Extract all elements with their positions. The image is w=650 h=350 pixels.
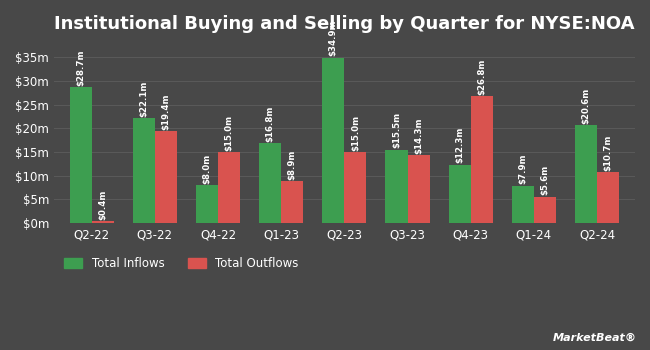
Text: $0.4m: $0.4m bbox=[98, 189, 107, 220]
Bar bbox=[259, 144, 281, 223]
Bar bbox=[408, 155, 430, 223]
Text: $20.6m: $20.6m bbox=[582, 88, 591, 124]
Bar bbox=[471, 96, 493, 223]
Text: $8.0m: $8.0m bbox=[202, 154, 211, 184]
Text: $22.1m: $22.1m bbox=[139, 80, 148, 117]
Text: $5.6m: $5.6m bbox=[540, 165, 549, 195]
Text: $8.9m: $8.9m bbox=[288, 149, 297, 180]
Text: $34.9m: $34.9m bbox=[329, 20, 338, 56]
Bar bbox=[344, 152, 367, 223]
Text: $16.8m: $16.8m bbox=[266, 106, 275, 142]
Text: $14.3m: $14.3m bbox=[414, 117, 423, 154]
Text: $7.9m: $7.9m bbox=[518, 154, 527, 184]
Bar bbox=[597, 173, 619, 223]
Bar bbox=[218, 152, 240, 223]
Text: $28.7m: $28.7m bbox=[76, 49, 85, 86]
Text: $10.7m: $10.7m bbox=[604, 135, 613, 171]
Text: $15.0m: $15.0m bbox=[351, 114, 360, 150]
Text: $19.4m: $19.4m bbox=[161, 93, 170, 130]
Bar bbox=[534, 197, 556, 223]
Text: $26.8m: $26.8m bbox=[477, 58, 486, 94]
Bar bbox=[155, 131, 177, 223]
Bar bbox=[92, 221, 114, 223]
Text: $12.3m: $12.3m bbox=[455, 127, 464, 163]
Bar bbox=[512, 186, 534, 223]
Legend: Total Inflows, Total Outflows: Total Inflows, Total Outflows bbox=[60, 252, 303, 275]
Bar bbox=[322, 58, 344, 223]
Bar bbox=[133, 118, 155, 223]
Bar bbox=[448, 165, 471, 223]
Text: $15.0m: $15.0m bbox=[224, 114, 233, 150]
Bar bbox=[70, 87, 92, 223]
Text: $15.5m: $15.5m bbox=[392, 112, 401, 148]
Bar bbox=[575, 125, 597, 223]
Bar bbox=[196, 185, 218, 223]
Title: Institutional Buying and Selling by Quarter for NYSE:NOA: Institutional Buying and Selling by Quar… bbox=[54, 15, 634, 33]
Text: MarketBeat®: MarketBeat® bbox=[553, 333, 637, 343]
Bar bbox=[385, 150, 408, 223]
Bar bbox=[281, 181, 304, 223]
